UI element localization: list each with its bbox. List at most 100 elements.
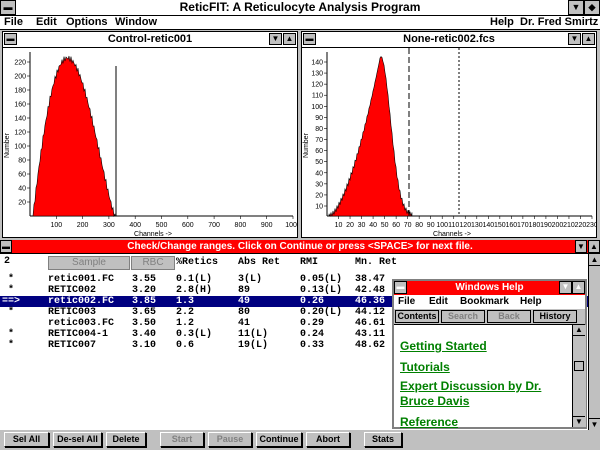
table-row[interactable]: * RETIC003 3.65 2.2 80 0.20(L) 44.12 <box>0 307 588 318</box>
menu-options[interactable]: Options <box>66 16 108 28</box>
window-minimize-button[interactable]: ▼ <box>568 33 581 45</box>
x-tick-label: 70 <box>404 222 412 229</box>
header-mn-ret: Mn. Ret <box>355 257 398 268</box>
table-row[interactable]: * RETIC007 3.10 0.6 19(L) 0.33 48.62 <box>0 340 588 351</box>
help-link-reference[interactable]: Reference <box>400 415 459 429</box>
scroll-up-icon[interactable]: ▲ <box>589 255 600 266</box>
row-abs-ret: 49 <box>238 296 251 307</box>
abort-button[interactable]: Abort <box>306 432 350 447</box>
menu-file[interactable]: File <box>4 16 23 28</box>
help-history-button[interactable]: History <box>533 310 577 323</box>
window-title: None-retic002.fcs <box>403 33 495 45</box>
x-tick-label: 300 <box>103 222 115 229</box>
x-axis-label: Channels -> <box>134 231 172 238</box>
help-link-tutorials[interactable]: Tutorials <box>400 360 450 374</box>
menu-help[interactable]: Help <box>490 16 514 28</box>
x-tick-label: 140 <box>482 222 494 229</box>
y-tick-label: 130 <box>311 71 323 78</box>
menu-window[interactable]: Window <box>115 16 158 28</box>
x-tick-label: 100 <box>50 222 62 229</box>
file-count: 2 <box>4 256 11 267</box>
help-system-menu[interactable]: ▬ <box>394 281 407 294</box>
help-window: ▬ Windows Help ▼ ▲ File Edit Bookmark He… <box>392 279 587 429</box>
x-tick-label: 90 <box>427 222 435 229</box>
help-menu-help[interactable]: Help <box>520 296 542 307</box>
help-menu-edit[interactable]: Edit <box>429 296 448 307</box>
help-back-button[interactable]: Back <box>487 310 531 323</box>
table-row[interactable]: * retic001.FC 3.55 0.1(L) 3(L) 0.05(L) 38.47 <box>0 274 588 285</box>
list-scrollbar[interactable]: ▲ ▼ <box>588 254 600 430</box>
row-retics: 0.6 <box>176 340 195 351</box>
help-maximize-button[interactable]: ▲ <box>572 281 585 294</box>
row-retics: 1.2 <box>176 318 195 329</box>
row-marker: * <box>2 274 15 285</box>
row-mn-ret: 48.62 <box>355 340 386 351</box>
rbc-header-button[interactable]: RBC <box>131 256 175 270</box>
help-scroll-down-icon[interactable]: ▼ <box>573 416 585 427</box>
status-message: Check/Change ranges. Click on Continue o… <box>127 241 473 252</box>
help-contents-button[interactable]: Contents <box>395 310 439 323</box>
help-scroll-thumb[interactable] <box>574 361 584 371</box>
row-rmi: 0.20(L) <box>300 307 343 318</box>
window-minimize-button[interactable]: ▼ <box>269 33 282 45</box>
help-search-button[interactable]: Search <box>441 310 485 323</box>
help-minimize-button[interactable]: ▼ <box>559 281 572 294</box>
table-row[interactable]: ==> retic002.FC 3.85 1.3 49 0.26 46.36 <box>0 296 588 307</box>
y-tick-label: 110 <box>312 93 323 100</box>
x-tick-label: 150 <box>494 222 506 229</box>
maximize-button[interactable]: ◆ <box>584 0 600 15</box>
row-marker: ==> <box>2 296 21 307</box>
row-mn-ret: 43.11 <box>355 329 386 340</box>
x-tick-label: 60 <box>392 222 400 229</box>
window-menu-icon[interactable]: ▬ <box>0 240 12 253</box>
system-menu-button[interactable]: ▬ <box>0 0 16 15</box>
histogram-plot-none: Number 140130120110100908070605040302010… <box>303 48 596 238</box>
scroll-down-icon[interactable]: ▼ <box>589 418 600 429</box>
window-menu-button[interactable]: ▬ <box>303 33 316 45</box>
maximize-icon[interactable]: ▲ <box>588 240 600 253</box>
results-list-panel: 2 Sample RBC %Retics Abs Ret RMI Mn. Ret… <box>0 253 600 430</box>
histogram-area <box>328 56 572 217</box>
system-menu-icon: ▬ <box>3 2 13 12</box>
window-menu-button[interactable]: ▬ <box>4 33 17 45</box>
row-abs-ret: 89 <box>238 285 251 296</box>
deselect-all-button[interactable]: De-sel All <box>53 432 102 447</box>
help-menu-file[interactable]: File <box>398 296 416 307</box>
x-tick-label: 30 <box>358 222 366 229</box>
y-tick-label: 10 <box>315 204 323 211</box>
row-rbc: 3.50 <box>132 318 157 329</box>
help-scrollbar[interactable]: ▲ ▼ <box>572 325 586 427</box>
table-row[interactable]: * RETIC004-1 3.40 0.3(L) 11(L) 0.24 43.11 <box>0 329 588 340</box>
continue-button[interactable]: Continue <box>256 432 302 447</box>
table-row[interactable]: * RETIC002 3.20 2.8(H) 89 0.13(L) 42.48 <box>0 285 588 296</box>
y-tick-label: 40 <box>18 186 26 193</box>
row-marker: * <box>2 329 15 340</box>
sample-header-button[interactable]: Sample <box>48 256 130 270</box>
help-link-getting-started[interactable]: Getting Started <box>400 339 487 353</box>
delete-button[interactable]: Delete <box>106 432 146 447</box>
help-menu-bookmark[interactable]: Bookmark <box>460 296 509 307</box>
help-title-bar: ▬ Windows Help ▼ ▲ <box>394 281 585 295</box>
stats-button[interactable]: Stats <box>364 432 402 447</box>
help-menu-bar: File Edit Bookmark Help <box>394 295 585 308</box>
pause-button[interactable]: Pause <box>208 432 252 447</box>
help-link-bruce-davis[interactable]: Bruce Davis <box>400 394 470 408</box>
start-button[interactable]: Start <box>160 432 204 447</box>
app-title-bar: ▬ ReticFIT: A Reticulocyte Analysis Prog… <box>0 0 600 16</box>
sel-all-button[interactable]: Sel All <box>4 432 49 447</box>
row-file: retic002.FC <box>48 296 115 307</box>
window-maximize-button[interactable]: ▲ <box>582 33 595 45</box>
menu-edit[interactable]: Edit <box>36 16 57 28</box>
minimize-icon[interactable]: ▼ <box>575 240 587 253</box>
x-tick-label: 40 <box>369 222 377 229</box>
window-maximize-button[interactable]: ▲ <box>283 33 296 45</box>
minimize-button[interactable]: ▼ <box>568 0 584 15</box>
table-row[interactable]: retic003.FC 3.50 1.2 41 0.29 46.61 <box>0 318 588 329</box>
help-link-expert-discussion[interactable]: Expert Discussion by Dr. <box>400 379 542 393</box>
y-tick-label: 40 <box>315 170 323 177</box>
row-file: RETIC007 <box>48 340 97 351</box>
help-scroll-up-icon[interactable]: ▲ <box>573 325 585 336</box>
header-abs-ret: Abs Ret <box>238 257 281 268</box>
row-abs-ret: 80 <box>238 307 251 318</box>
y-axis-label: Number <box>4 132 11 158</box>
